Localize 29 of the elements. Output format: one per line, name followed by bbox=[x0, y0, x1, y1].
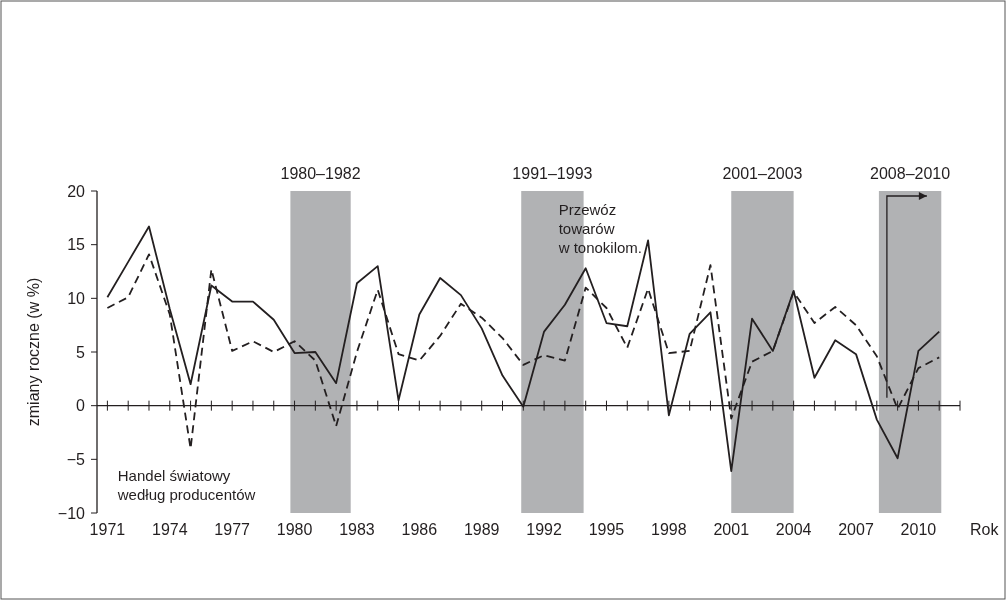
y-tick-label: 0 bbox=[76, 397, 86, 415]
x-tick-label: 1989 bbox=[463, 521, 500, 538]
x-tick-label: 1992 bbox=[526, 521, 562, 538]
y-tick-label: 5 bbox=[76, 343, 86, 361]
x-tick-label: 2001 bbox=[713, 521, 750, 538]
y-tick-label: −10 bbox=[57, 504, 86, 522]
text: Handel światowy według producentów bbox=[116, 466, 256, 503]
y-tick-label: 20 bbox=[67, 182, 86, 200]
y-axis-title: zmiany roczne (w %) bbox=[25, 277, 42, 427]
y-tick-label: 10 bbox=[67, 289, 86, 307]
x-tick-label: 1986 bbox=[401, 521, 438, 538]
x-tick-label: 1983 bbox=[339, 521, 375, 538]
x-tick-label: 2010 bbox=[900, 521, 937, 538]
x-tick-label: 1995 bbox=[588, 521, 625, 538]
x-tick-label: 1974 bbox=[151, 521, 188, 538]
x-tick-label: 1971 bbox=[89, 521, 126, 538]
x-tick-label: 1998 bbox=[651, 521, 687, 538]
band-label: 2001–2003 bbox=[722, 165, 803, 182]
y-tick-label: 15 bbox=[67, 236, 86, 254]
x-axis-title: Rok bbox=[970, 521, 1000, 538]
x-tick-label: 2004 bbox=[775, 521, 812, 538]
x-tick-label: 1977 bbox=[214, 521, 251, 538]
x-tick-label: 1980 bbox=[276, 521, 313, 538]
band-label: 1980–1982 bbox=[280, 165, 361, 182]
x-tick-label: 2007 bbox=[838, 521, 874, 538]
band-label: 1991–1993 bbox=[512, 165, 593, 182]
y-tick-label: −5 bbox=[66, 450, 86, 468]
band-label: 2008–2010 bbox=[870, 165, 951, 182]
series-label: Przewóz towarów w tonokilom. bbox=[557, 201, 643, 257]
